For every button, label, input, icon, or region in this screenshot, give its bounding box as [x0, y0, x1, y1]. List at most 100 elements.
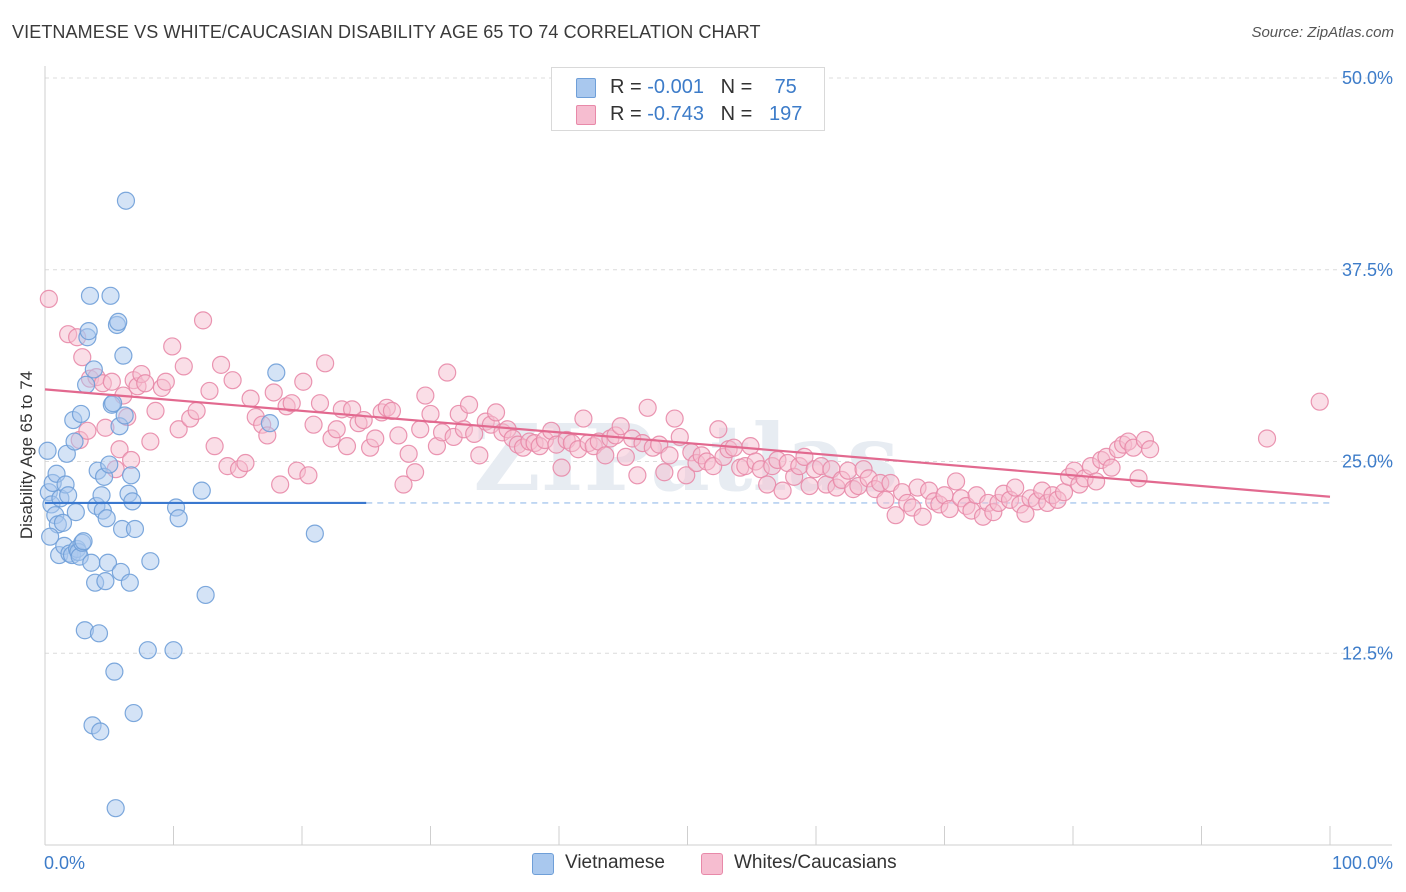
- point-whites: [486, 403, 506, 422]
- point-vietnamese: [53, 513, 73, 532]
- point-whites: [193, 311, 213, 330]
- point-whites: [264, 383, 283, 402]
- grid-lines: [45, 77, 1392, 654]
- point-whites: [73, 348, 92, 367]
- point-whites: [156, 372, 175, 391]
- legend-r-value: -0.001: [647, 76, 704, 98]
- point-vietnamese: [305, 524, 324, 543]
- point-whites: [1102, 458, 1121, 477]
- legend-swatch-whites: [576, 105, 596, 125]
- point-vietnamese: [66, 503, 85, 522]
- data-points: [38, 191, 1329, 818]
- point-vietnamese: [121, 466, 141, 485]
- x-tick-label: 0.0%: [44, 853, 85, 873]
- y-tick-label: 37.5%: [1342, 260, 1393, 280]
- bottom-legend-swatch-vietnamese: [532, 853, 554, 875]
- point-whites: [628, 466, 647, 485]
- point-vietnamese: [38, 441, 57, 460]
- point-vietnamese: [105, 662, 124, 681]
- point-whites: [946, 472, 966, 491]
- point-whites: [271, 475, 290, 494]
- point-whites: [574, 409, 593, 428]
- point-whites: [1006, 478, 1025, 497]
- point-whites: [205, 437, 224, 456]
- point-whites: [1087, 472, 1106, 491]
- point-vietnamese: [115, 406, 134, 425]
- point-whites: [211, 355, 231, 374]
- point-whites: [136, 374, 155, 393]
- point-vietnamese: [141, 552, 160, 571]
- point-whites: [1054, 483, 1074, 502]
- point-vietnamese: [138, 641, 157, 660]
- point-whites: [405, 463, 425, 482]
- point-whites: [354, 410, 373, 430]
- point-whites: [223, 371, 242, 390]
- legend-n-value: 197: [769, 103, 803, 125]
- point-vietnamese: [91, 722, 110, 741]
- legend-n-value: 75: [774, 76, 797, 98]
- point-whites: [876, 490, 895, 509]
- point-vietnamese: [164, 641, 183, 660]
- point-whites: [800, 476, 819, 496]
- point-whites: [459, 395, 479, 414]
- bottom-legend-swatch-whites: [701, 853, 723, 875]
- point-vietnamese: [92, 486, 111, 505]
- point-vietnamese: [71, 404, 91, 424]
- point-vietnamese: [260, 414, 279, 433]
- point-whites: [1257, 429, 1277, 448]
- point-whites: [638, 398, 657, 417]
- point-vietnamese: [109, 312, 128, 332]
- trend-lines-solid: [44, 388, 1331, 505]
- point-whites: [110, 440, 129, 459]
- legend-n-label: N =: [720, 76, 758, 98]
- point-whites: [121, 450, 141, 470]
- point-vietnamese: [100, 455, 119, 474]
- legend-swatch-vietnamese: [576, 78, 596, 98]
- point-whites: [773, 481, 792, 500]
- legend-n-label: N =: [720, 103, 758, 125]
- point-vietnamese: [267, 363, 286, 382]
- point-whites: [665, 409, 684, 428]
- point-whites: [660, 446, 679, 465]
- point-whites: [1129, 469, 1148, 488]
- trendline-whites: [44, 388, 1331, 498]
- point-whites: [282, 394, 301, 413]
- y-axis-title: Disability Age 65 to 74: [17, 370, 36, 540]
- tick-labels: 12.5% 25.0% 37.5% 50.0% 0.0% 100.0%: [44, 68, 1393, 873]
- point-whites: [294, 372, 313, 391]
- point-whites: [709, 420, 728, 439]
- point-whites: [438, 363, 457, 382]
- point-whites: [758, 475, 777, 494]
- point-whites: [327, 420, 346, 439]
- point-whites: [304, 415, 323, 434]
- point-whites: [316, 354, 335, 373]
- point-whites: [839, 461, 858, 480]
- point-whites: [394, 475, 413, 494]
- point-whites: [611, 417, 630, 436]
- bottom-legend-label: Vietnamese: [565, 852, 665, 873]
- point-whites: [1140, 440, 1160, 459]
- point-whites: [146, 401, 165, 420]
- point-whites: [596, 446, 615, 465]
- y-tick-label: 12.5%: [1342, 643, 1393, 663]
- point-vietnamese: [192, 481, 211, 500]
- point-vietnamese: [65, 432, 84, 451]
- x-tick-label: 100.0%: [1332, 853, 1393, 873]
- point-whites: [310, 394, 330, 413]
- point-whites: [169, 420, 188, 439]
- point-vietnamese: [98, 553, 118, 572]
- point-whites: [616, 447, 635, 466]
- point-whites: [39, 289, 58, 308]
- point-vietnamese: [125, 519, 145, 539]
- point-whites: [399, 444, 418, 463]
- chart-title: VIETNAMESE VS WHITE/CAUCASIAN DISABILITY…: [12, 22, 761, 42]
- y-tick-label: 25.0%: [1342, 452, 1393, 472]
- point-vietnamese: [114, 346, 133, 365]
- point-whites: [913, 507, 932, 526]
- point-vietnamese: [116, 191, 136, 210]
- point-vietnamese: [124, 703, 143, 723]
- point-vietnamese: [120, 573, 139, 592]
- source-label: Source: ZipAtlas.com: [1251, 24, 1394, 41]
- point-whites: [741, 437, 760, 456]
- point-whites: [677, 466, 696, 485]
